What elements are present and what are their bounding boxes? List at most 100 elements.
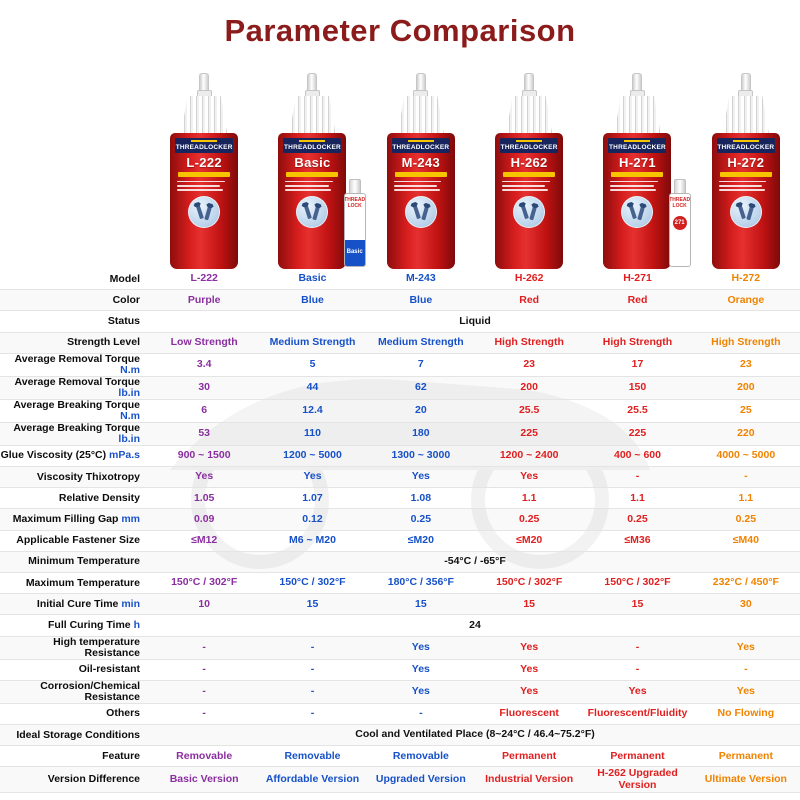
table-cell: Basic: [298, 272, 327, 285]
table-cell: Yes: [411, 662, 430, 675]
bottle-yellow-strip: [178, 171, 231, 177]
table-cell: 23: [739, 357, 752, 370]
row-label: Glue Viscosity (25°C) mPa.s: [0, 450, 150, 461]
table-cell: 25.5: [627, 404, 648, 417]
row-label-unit: mm: [118, 513, 140, 526]
table-cell: Removable: [284, 749, 341, 762]
row-label: Corrosion/Chemical Resistance: [0, 679, 150, 703]
table-cell: 15: [306, 597, 319, 610]
row-label-unit: min: [118, 597, 140, 610]
table-cell: Blue: [301, 293, 324, 306]
row-label: Maximum Temperature: [0, 577, 150, 589]
row-label-text: Corrosion/Chemical Resistance: [40, 679, 140, 703]
bolt-icon: [196, 205, 204, 220]
bottle-body: THREADLOCKER H-271: [603, 133, 672, 269]
bottle-cap: [289, 96, 336, 133]
table-cell: M6 ~ M20: [289, 533, 336, 546]
table-row: Average Breaking Torque lb.in 53 110 180 225…: [0, 422, 800, 446]
table-cell: 53: [198, 427, 210, 440]
tube-name-text: 271: [672, 215, 687, 230]
bottle-nozzle-base: [738, 90, 754, 96]
feature-line: [502, 189, 549, 191]
table-cell: 150°C / 302°F: [604, 576, 671, 589]
table-cell: 1.1: [738, 491, 754, 504]
feature-line: [285, 180, 333, 183]
tube-body: THREAD LOCK Basic: [343, 193, 366, 267]
bolt-icon: [304, 205, 312, 220]
table-cell: H-271: [623, 272, 652, 285]
table-cell: High Strength: [602, 335, 673, 348]
product-bottle-M-243: THREADLOCKER M-243: [367, 55, 475, 269]
row-label: Relative Density: [0, 492, 150, 504]
row-label: Others: [0, 708, 150, 719]
table-cell: -: [202, 685, 206, 698]
tube-cap: [673, 179, 686, 193]
table-cell: 150°C / 302°F: [279, 576, 346, 589]
row-label-text: Glue Viscosity (25°C): [0, 449, 107, 462]
feature-line: [718, 189, 765, 191]
row-label-text: Others: [106, 707, 140, 720]
bottle-icon: THREADLOCKER L-222: [170, 73, 239, 269]
table-cell: H-272: [731, 272, 761, 285]
table-cell: -: [744, 662, 748, 675]
bottle-model-text: H-271: [619, 154, 656, 170]
table-cell: Permanent: [610, 749, 665, 762]
table-cell: 1300 ~ 3000: [391, 449, 451, 462]
bottle-nozzle: [632, 73, 643, 90]
table-cell: No Flowing: [717, 707, 775, 720]
table-row: Maximum Filling Gap mm 0.09 0.12 0.25 0.25 0.…: [0, 509, 800, 531]
bolt-icon: [312, 206, 320, 221]
table-cell: Upgraded Version: [375, 773, 466, 786]
table-cell: ≤M12: [191, 533, 218, 546]
table-cell: 1.1: [630, 491, 645, 504]
table-cell: High Strength: [494, 335, 564, 348]
table-row: Initial Cure Time min 10 15 15 15 15 30: [0, 594, 800, 616]
row-label-text: Ideal Storage Conditions: [16, 728, 140, 741]
table-cell: 12.4: [302, 404, 323, 417]
feature-line: [610, 184, 654, 187]
table-cell: Fluorescent/Fluidity: [587, 707, 688, 720]
table-cell: M-243: [405, 272, 436, 285]
table-row: Maximum Temperature 150°C / 302°F 150°C / …: [0, 573, 800, 595]
table-cell: -: [310, 685, 315, 698]
bottle-brand-text: THREADLOCKER: [284, 143, 341, 151]
table-cell: -: [744, 470, 748, 483]
row-label-text: Minimum Temperature: [28, 555, 140, 568]
bottle-label-band: THREADLOCKER: [391, 138, 450, 153]
table-cell: -: [419, 707, 423, 720]
table-row: Ideal Storage Conditions Cool and Ventila…: [0, 725, 800, 747]
row-label: Feature: [0, 750, 150, 762]
table-cell: 15: [414, 597, 427, 610]
row-label-text: High temperature Resistance: [53, 635, 140, 659]
table-cell: Yes: [195, 470, 214, 483]
table-cell: 0.25: [410, 512, 432, 525]
table-cell: Medium Strength: [377, 335, 464, 348]
table-cell: 400 ~ 600: [613, 449, 661, 462]
bottle-nozzle-base: [304, 90, 320, 96]
row-label: Maximum Filling Gap mm: [0, 514, 150, 525]
bottle-yellow-strip: [394, 171, 447, 177]
table-row: Minimum Temperature -54°C / -65°F: [0, 552, 800, 573]
row-label-text: Full Curing Time: [48, 618, 131, 631]
feature-line: [393, 184, 437, 187]
table-cell: 20: [414, 404, 427, 417]
bottle-body: THREADLOCKER L-222: [170, 133, 239, 269]
table-cell: 7: [417, 357, 424, 370]
bottle-nozzle-base: [521, 90, 537, 96]
bottle-feature-lines: [718, 180, 773, 191]
row-label: Model: [0, 273, 150, 285]
tube-text-line: LOCK: [672, 203, 687, 210]
bottle-nozzle-base: [196, 90, 212, 96]
table-cell: -: [310, 707, 315, 720]
table-cell: ≤M20: [516, 533, 543, 546]
feature-line: [177, 184, 221, 187]
bolt-icon: [412, 205, 421, 220]
row-label: High temperature Resistance: [0, 635, 150, 659]
table-row: Average Removal Torque N.m 3.4 5 7 23 17 23: [0, 353, 800, 377]
row-label: Average Breaking Torque lb.in: [0, 422, 150, 445]
bottle-label-band: THREADLOCKER: [283, 138, 342, 153]
bottle-label-band: THREADLOCKER: [500, 138, 559, 153]
row-label: Version Difference: [0, 774, 150, 785]
bottle-cap: [506, 96, 553, 133]
